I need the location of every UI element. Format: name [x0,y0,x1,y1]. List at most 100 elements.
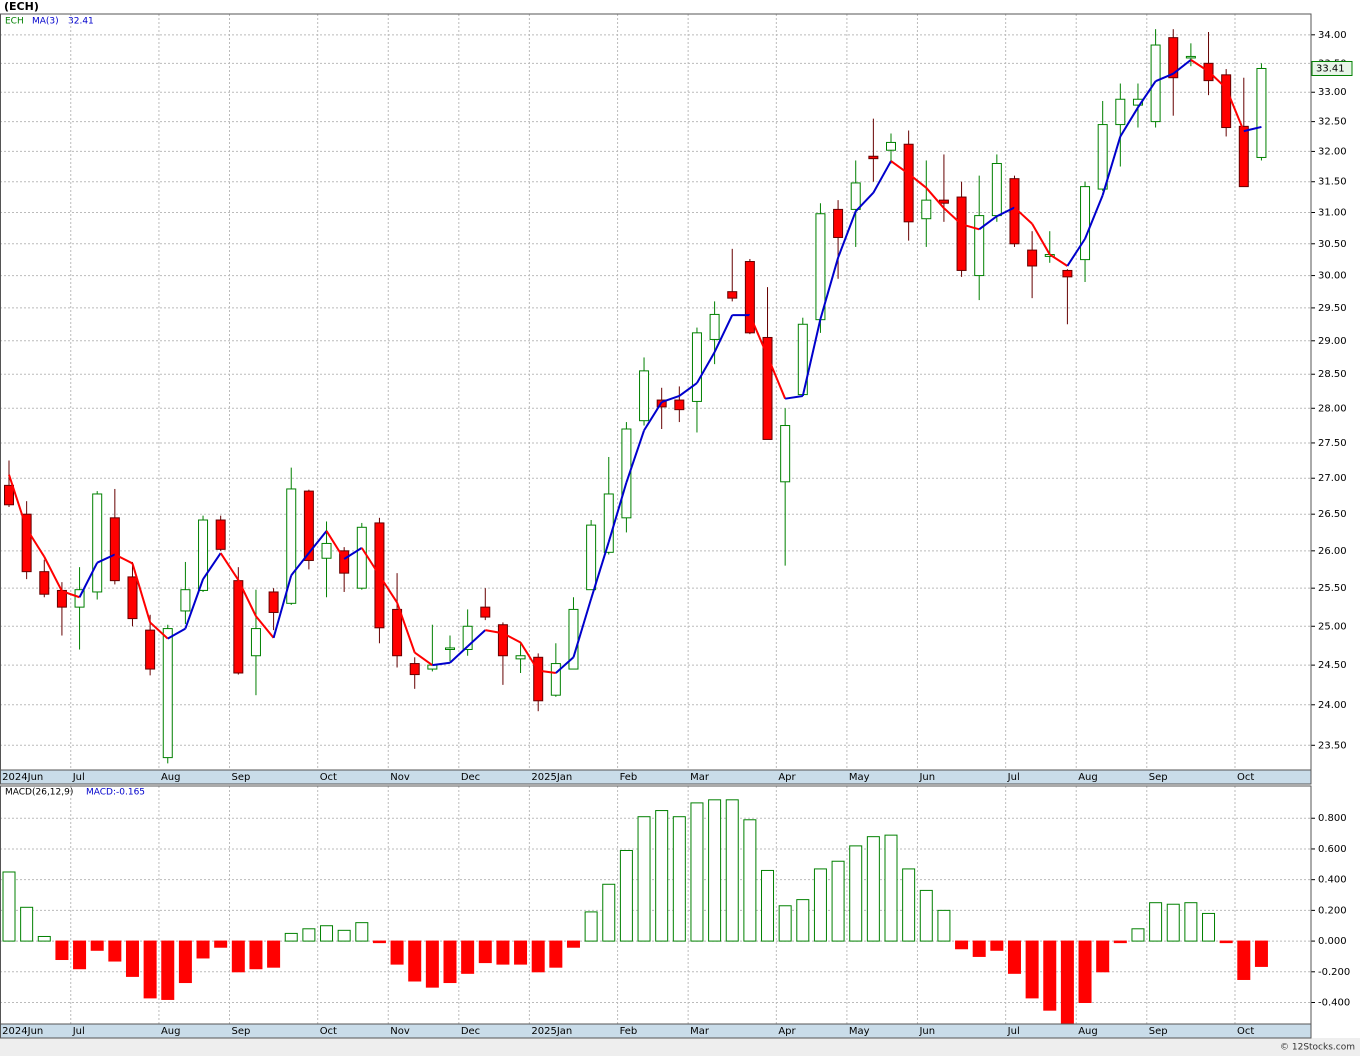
macd-bar [1184,902,1198,942]
macd-bar [1007,940,1021,974]
macd-bar [443,940,457,984]
macd-bar [619,849,633,942]
y-tick-label: 27.00 [1318,473,1347,484]
candle-body [903,143,914,223]
ma-segment [325,530,346,560]
macd-bar [90,940,104,951]
macd-bar [1237,940,1251,980]
x-tick-label: May [849,772,870,783]
legend-ma-value: 32.41 [68,17,94,27]
macd-bar [37,935,51,942]
macd-bar [1131,928,1145,942]
x-tick-label: Jun [918,1026,935,1037]
y-tick-label: 31.00 [1318,208,1347,219]
macd-bar [1202,912,1216,942]
candle-body [127,576,138,620]
x-tick-label: Sep [1149,1026,1168,1037]
ma-segment [272,575,293,639]
ma-segment [432,661,451,667]
ma-segment [414,651,433,666]
ma-segment [184,578,204,629]
macd-bar [478,940,492,964]
ma-segment [943,207,963,226]
chart-title: (ECH) [4,0,39,13]
x-tick-label: Sep [232,772,251,783]
macd-bar [108,940,122,962]
macd-bar [1254,940,1268,967]
macd-bar [902,868,916,942]
x-tick-label: Apr [778,772,796,783]
ma-segment [890,160,910,175]
candle-body [480,606,491,618]
y-tick-label: 32.50 [1318,117,1347,128]
ma-segment [43,556,63,592]
macd-bar [990,940,1004,951]
x-tick-label: May [849,1026,870,1037]
macd-bar [708,799,722,942]
macd-bar [284,932,298,942]
ma-segment [1101,136,1122,196]
candle-body [198,519,209,591]
candle-body [445,647,455,650]
macd-bar [161,940,175,1000]
macd-bar [602,883,616,942]
macd-bar [214,940,228,948]
watermark: © 12Stocks.com [1280,1043,1355,1053]
legend-ma: MA(3) [32,17,59,27]
x-tick-label: Aug [161,772,181,783]
y-tick-label: 29.00 [1318,336,1347,347]
candle-body [974,215,985,277]
ma-segment [502,632,522,644]
ma-segment [837,210,857,259]
x-tick-label: Oct [320,1026,337,1037]
macd-bar [1096,940,1110,973]
candle-body [74,589,85,608]
y-tick-label: 0.800 [1318,813,1347,824]
macd-bar [320,925,334,942]
ma-segment [255,615,275,639]
macd-bar [1219,940,1233,944]
ma-segment [466,629,486,648]
candle-body [392,608,403,657]
candle-body [303,490,314,561]
candle-body [233,580,244,674]
ma-segment [378,574,398,604]
y-tick-label: 24.50 [1318,660,1347,671]
macd-bar [73,940,87,970]
macd-bar [20,906,34,942]
y-tick-label: 25.50 [1318,583,1347,594]
candle-body [833,208,844,238]
ma-segment [114,553,133,565]
candle-body [462,625,473,650]
candle-body [286,488,297,604]
x-tick-label: Dec [461,772,480,783]
ma-segment [661,395,680,404]
ma-segment [607,482,628,543]
candle-body [1062,269,1073,278]
macd-bar [231,940,245,973]
legend-symbol: ECH [5,17,24,27]
y-tick-label: 0.600 [1318,844,1347,855]
ma-segment [449,645,469,664]
macd-bar [125,940,139,977]
macd-bar [637,816,651,942]
macd-bar [1060,940,1074,1025]
macd-bar [937,909,951,942]
ma-segment [1155,72,1174,83]
ma-segment [1031,223,1051,256]
candle-body [603,493,614,553]
ma-segment [237,579,257,617]
ma-segment [572,598,593,658]
ma-segment [1066,238,1086,267]
macd-bar [178,940,192,984]
x-tick-label: Mar [690,772,710,783]
y-tick-label: 28.50 [1318,369,1347,380]
candle-body [180,589,191,612]
x-tick-label: 2025Jan [531,1026,572,1037]
ma-segment [1190,59,1210,73]
candle-body [339,550,350,574]
ma-segment [131,563,152,623]
macd-bar [425,940,439,988]
candle-body [991,162,1002,217]
